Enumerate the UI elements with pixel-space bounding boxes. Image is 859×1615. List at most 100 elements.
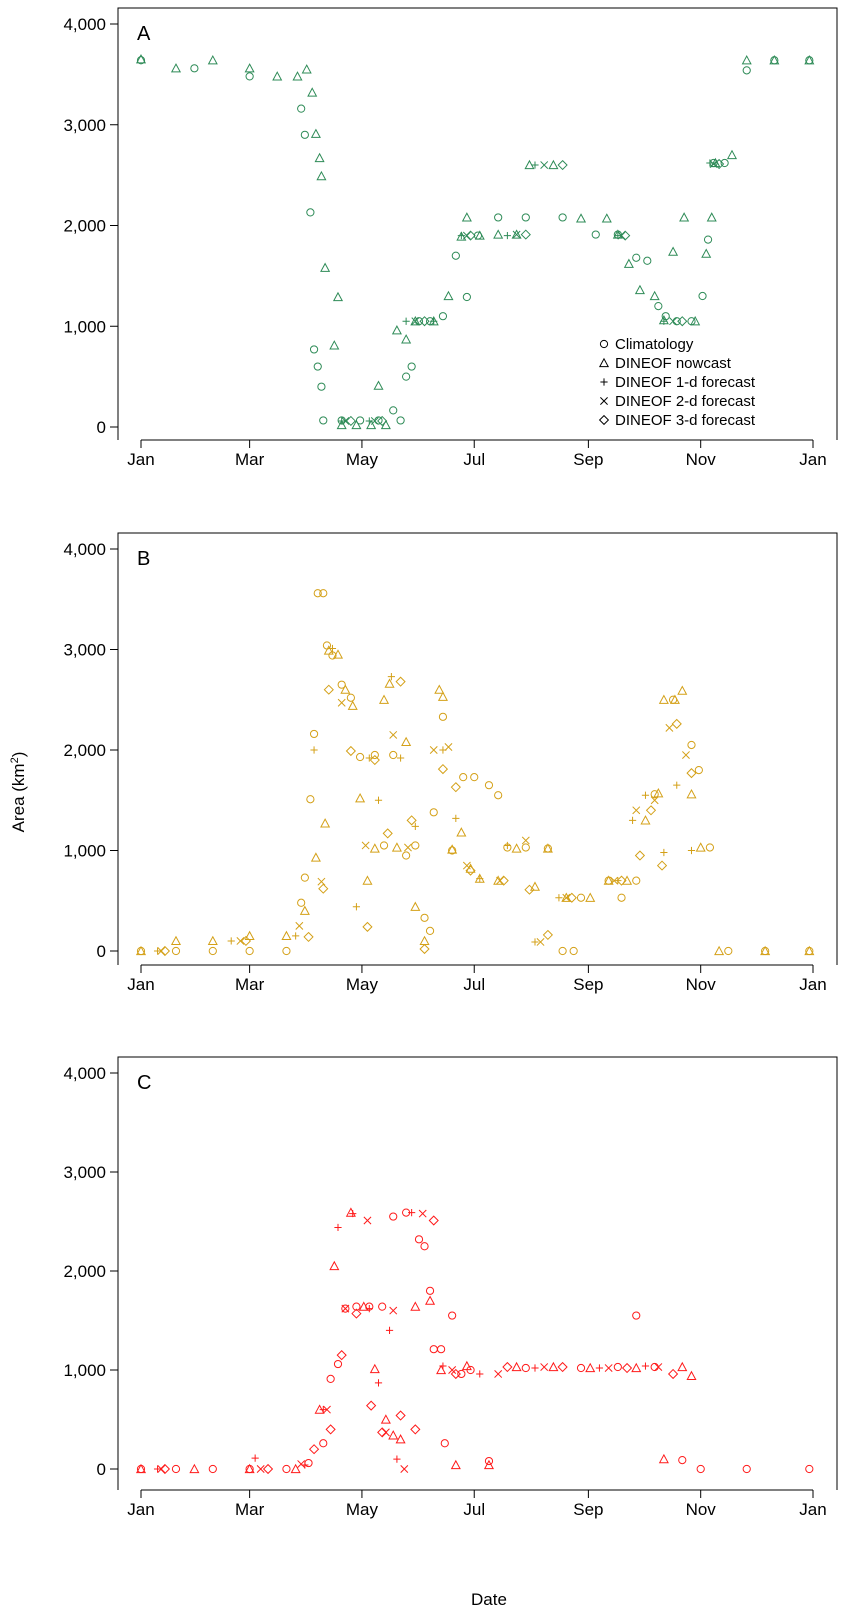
data-point	[355, 752, 365, 762]
data-point	[650, 796, 659, 805]
data-point	[531, 161, 539, 169]
y-tick-label: 2,000	[63, 741, 106, 760]
data-point	[494, 213, 503, 222]
legend-marker-plus-icon	[600, 378, 608, 386]
data-point	[282, 946, 291, 956]
data-point	[701, 248, 712, 258]
data-point	[208, 1464, 217, 1474]
data-point	[329, 1260, 340, 1271]
data-point	[703, 235, 713, 244]
data-point	[334, 1223, 342, 1232]
data-point	[411, 841, 420, 850]
data-point	[641, 1362, 650, 1370]
data-point	[696, 1464, 705, 1474]
x-tick-label: Jan	[799, 1500, 826, 1519]
data-point	[323, 684, 334, 695]
data-point	[326, 1374, 335, 1384]
x-tick-label: Nov	[686, 975, 717, 994]
data-point	[451, 251, 460, 260]
legend-item: DINEOF nowcast	[598, 355, 732, 372]
data-point	[310, 128, 321, 138]
data-point	[256, 1465, 265, 1473]
legend-label: DINEOF 1-d forecast	[615, 374, 756, 391]
data-point	[345, 1207, 356, 1217]
data-point	[713, 158, 725, 170]
data-point	[346, 693, 355, 702]
plot-frame	[117, 7, 838, 440]
data-point	[400, 1465, 409, 1473]
data-point	[388, 1430, 399, 1440]
data-point	[395, 1410, 406, 1421]
data-point	[338, 417, 346, 425]
y-tick-label: 1,000	[63, 842, 106, 861]
data-point	[667, 1368, 679, 1380]
series-dineof-2-d-forecast	[157, 698, 690, 955]
legend-item: DINEOF 2-d forecast	[600, 393, 756, 410]
data-point	[616, 875, 627, 886]
data-point	[366, 1400, 377, 1411]
data-point	[207, 935, 218, 946]
data-point	[170, 935, 182, 946]
x-tick-label: Jan	[127, 450, 154, 469]
data-point	[385, 1326, 394, 1334]
data-point	[309, 729, 319, 739]
data-point	[709, 160, 718, 168]
data-point	[628, 816, 637, 824]
data-point	[411, 822, 419, 830]
panel-label: C	[137, 1072, 151, 1094]
data-point	[476, 1370, 484, 1378]
series-dineof-1-d-forecast	[153, 644, 696, 955]
data-point	[438, 312, 448, 321]
data-point	[419, 943, 430, 955]
x-tick-label: Mar	[235, 975, 265, 994]
series-climatology	[136, 1208, 814, 1474]
y-tick-label: 2,000	[63, 217, 106, 236]
data-point	[558, 946, 567, 956]
data-point	[540, 1363, 549, 1371]
data-point	[351, 419, 362, 430]
data-point	[521, 843, 530, 852]
data-point	[365, 1305, 373, 1313]
data-point	[322, 1405, 331, 1414]
data-point	[320, 818, 331, 828]
data-point	[262, 1463, 274, 1475]
data-point	[341, 1304, 350, 1313]
data-point	[760, 945, 771, 956]
data-point	[351, 1308, 362, 1319]
data-point	[410, 1301, 421, 1311]
data-point	[317, 382, 326, 391]
data-point	[407, 362, 416, 371]
data-point	[325, 1424, 336, 1435]
data-point	[429, 808, 438, 817]
data-point	[281, 930, 292, 941]
legend-marker-cross-icon	[600, 397, 608, 405]
data-point	[135, 54, 147, 64]
data-point	[332, 291, 344, 302]
data-point	[419, 935, 430, 946]
data-point	[402, 372, 411, 381]
data-point	[503, 231, 511, 240]
data-point	[632, 253, 641, 262]
data-point	[521, 213, 530, 222]
data-point	[297, 898, 306, 907]
data-point	[632, 876, 641, 885]
data-point	[406, 815, 417, 826]
data-point	[705, 843, 714, 852]
x-tick-label: Jul	[463, 1500, 485, 1519]
data-point	[300, 130, 309, 139]
legend-item: DINEOF 1-d forecast	[600, 374, 756, 391]
data-point	[671, 718, 682, 729]
data-point	[428, 1215, 439, 1226]
data-point	[369, 843, 380, 853]
data-point	[461, 1360, 472, 1371]
data-point	[304, 1458, 313, 1468]
series-dineof-2-d-forecast	[341, 160, 718, 425]
data-point	[542, 843, 553, 853]
legend-label: DINEOF 3-d forecast	[615, 412, 756, 429]
data-point	[297, 104, 306, 113]
data-point	[352, 1302, 361, 1311]
data-point	[660, 848, 668, 857]
data-point	[496, 876, 504, 885]
data-point	[634, 284, 645, 295]
data-point	[632, 806, 641, 815]
